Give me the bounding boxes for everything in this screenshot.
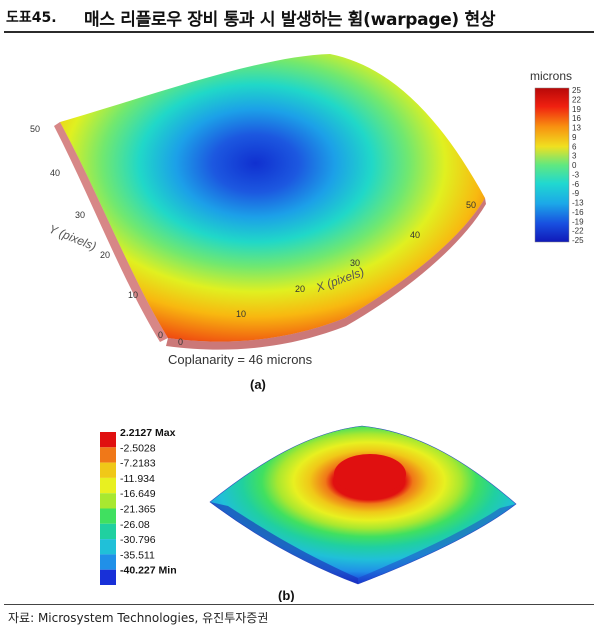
coplanarity-caption: Coplanarity = 46 microns [168,352,313,367]
legend-value-label: -26.08 [120,519,150,531]
legend-value-label: -11.934 [120,473,155,485]
y-tick-label: 0 [158,330,163,340]
y-tick-label: 40 [50,168,60,178]
bottom-divider [4,604,594,605]
x-axis-ticks: 0 10 20 30 40 50 [178,200,476,347]
legend-tick-label: -13 [572,199,584,208]
legend-tick-label: 9 [572,133,577,142]
legend-tick-label: -22 [572,227,584,236]
legend-value-label: -16.649 [120,488,156,500]
figure-title: 매스 리플로우 장비 통과 시 발생하는 휨(warpage) 현상 [84,10,496,30]
x-tick-label: 50 [466,200,476,210]
y-tick-label: 30 [75,210,85,220]
legend-swatch [100,554,116,570]
legend-swatch [100,477,116,494]
legend-value-label: -2.5028 [120,442,156,454]
color-scale-a [534,87,570,243]
legend-swatch [100,432,116,448]
source-note: 자료: Microsystem Technologies, 유진투자증권 [8,611,269,625]
legend-tick-label: 19 [572,105,581,114]
figure-header: 도표45. 매스 리플로우 장비 통과 시 발생하는 휨(warpage) 현상 [0,0,598,34]
legend-tick-label: 3 [572,152,577,161]
panel-b-label: (b) [278,588,295,602]
warpage-surface-figure-a: 50 40 30 20 10 0 0 10 20 30 40 50 Y (pix… [30,54,584,392]
y-tick-label: 10 [128,290,138,300]
legend-swatch [100,539,116,555]
figure-label: 도표45. [6,10,57,26]
x-tick-label: 20 [295,284,305,294]
y-tick-label: 20 [100,250,110,260]
max-deflection-zone [334,454,406,494]
warpage-surface-b [209,425,517,585]
legend-value-label: -40.227 Min [120,565,177,577]
legend-value-label: -7.2183 [120,458,156,470]
legend-value-label: 2.2127 Max [120,427,176,439]
legend-swatch [100,462,116,478]
legend-tick-label: -9 [572,189,580,198]
legend-tick-label: 25 [572,86,581,95]
y-tick-label: 50 [30,124,40,134]
y-axis-title: Y (pixels) [47,222,98,254]
x-tick-label: 10 [236,309,246,319]
warpage-surface-a [60,54,485,342]
legend-tick-label: 13 [572,124,581,133]
legend-tick-label: -25 [572,236,584,245]
legend-tick-label: 22 [572,95,581,104]
legend-title-a: microns [530,69,572,83]
top-divider [4,31,594,33]
legend-tick-label: -6 [572,180,580,189]
x-tick-label: 30 [350,258,360,268]
y-axis-ticks: 50 40 30 20 10 0 [30,124,163,340]
x-tick-label: 0 [178,337,183,347]
legend-b: 2.2127 Max -2.5028 -7.2183 -11.934 -16.649 -2… [100,427,177,585]
legend-tick-label: -16 [572,208,584,217]
warpage-fea-figure-b: 2.2127 Max -2.5028 -7.2183 -11.934 -16.649 -2… [100,425,517,602]
legend-tick-label: -3 [572,170,580,179]
legend-swatch [100,508,116,524]
legend-value-label: -30.796 [120,534,156,546]
legend-swatch [100,493,116,509]
legend-value-label: -35.511 [120,549,155,561]
legend-tick-label: -19 [572,217,584,226]
legend-swatch [100,569,116,585]
panel-a-label: (a) [250,377,266,392]
legend-swatch [100,447,116,463]
x-tick-label: 40 [410,230,420,240]
legend-tick-label: 16 [572,114,581,123]
legend-value-label: -21.365 [120,504,156,516]
legend-tick-label: 0 [572,161,577,170]
legend-tick-label: 6 [572,142,577,151]
legend-swatch [100,523,116,540]
